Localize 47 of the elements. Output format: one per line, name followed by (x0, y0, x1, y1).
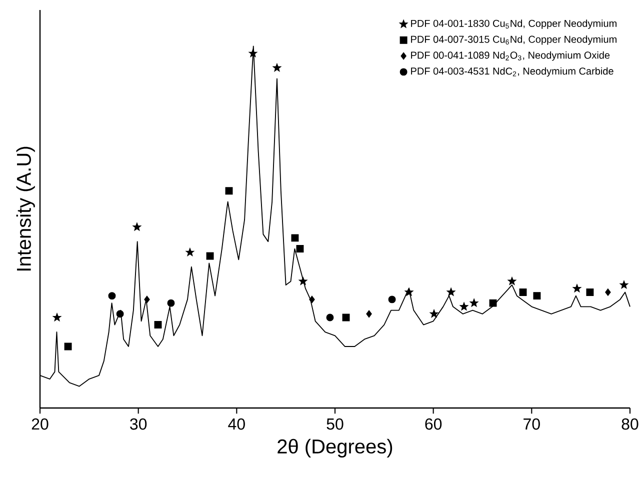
point (167, 299, 175, 307)
point (206, 252, 214, 260)
legend-label: PDF 04-001-1830 Cu$_{5}$Nd, Copper Neodymium (411, 20, 616, 29)
point (272, 63, 282, 72)
point (309, 296, 315, 304)
point (470, 298, 478, 307)
point (154, 321, 162, 329)
point (620, 280, 628, 289)
legend-label: PDF 04-007-3015 Cu$_{6}$Nd, Copper Neodymium (411, 36, 616, 45)
point (404, 288, 414, 296)
point (298, 276, 308, 286)
point (508, 276, 516, 286)
x-tick-label: 40 (228, 418, 245, 430)
point (326, 314, 334, 322)
point (296, 245, 304, 253)
x-axis-title: 2θ (Degrees) (278, 438, 392, 458)
point (225, 187, 233, 195)
point (132, 222, 142, 231)
point (108, 292, 116, 300)
point (586, 288, 594, 296)
x-tick-label: 50 (326, 418, 344, 430)
x-tick-label: 30 (130, 418, 147, 430)
x-tick-label: 80 (622, 418, 638, 430)
point (64, 342, 72, 350)
point (605, 288, 611, 296)
point (291, 234, 299, 242)
legend-label: PDF 00-041-1089 Nd$_{2}$O$_{3}$, Neodymium Oxide (411, 51, 610, 61)
point (116, 310, 124, 318)
point (572, 284, 582, 292)
point (144, 296, 150, 304)
point (388, 296, 396, 304)
point (52, 313, 62, 322)
legend-label: PDF 04-003-4531 NdC$_{2}$, Neodymium Carbide (411, 67, 614, 77)
point (489, 299, 497, 307)
point (460, 302, 468, 310)
x-tick-label: 70 (524, 418, 540, 430)
point (186, 248, 194, 256)
point (248, 48, 258, 58)
point (446, 288, 456, 296)
y-axis-title: Intensity (A.U) (16, 146, 35, 270)
point (366, 310, 372, 318)
point (519, 288, 527, 296)
point (342, 314, 350, 322)
x-tick-label: 60 (425, 418, 442, 430)
point (533, 292, 541, 300)
point (430, 309, 438, 318)
x-tick-label: 20 (32, 418, 48, 430)
